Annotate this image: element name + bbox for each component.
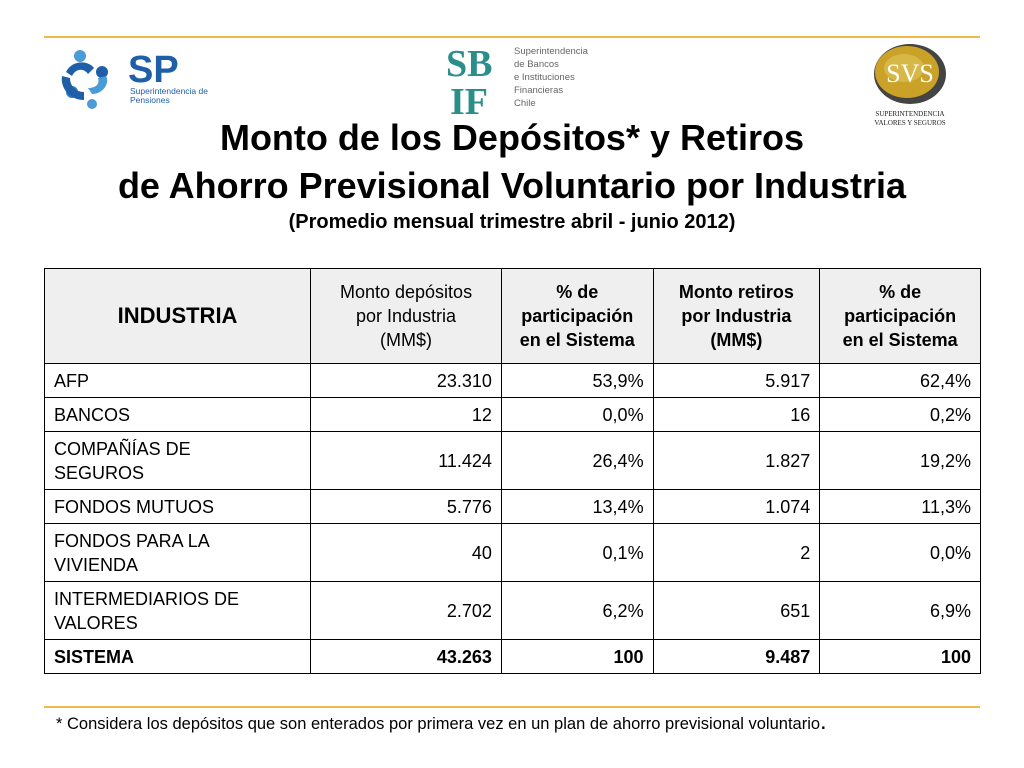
deposits-pct-value: 26,4% [500,431,654,490]
withdrawals-value: 16 [652,397,821,432]
sbif-line: de Bancos [514,59,559,70]
industry-name-line: VIVIENDA [54,554,139,575]
table-row: COMPAÑÍAS DE SEGUROS 11.424 26,4% 1.827 … [43,431,981,490]
table-total-row: SISTEMA 43.263 100 9.487 100 [43,639,981,674]
deposits-value: 11.424 [310,431,502,490]
page-title-line2: de Ahorro Previsional Voluntario por Ind… [117,165,907,206]
withdrawals-value: 1.074 [652,489,821,524]
total-withdrawals-pct: 100 [819,639,981,674]
header-deposits-pct-line: participación [521,306,634,326]
deposits-value: 40 [310,523,502,582]
header-deposits-pct-line: % de [556,282,599,302]
industry-name-line: FONDOS PARA LA [54,530,210,551]
industry-name: FONDOS PARA LA VIVIENDA [43,523,312,582]
svs-acronym: SVS [886,59,934,88]
deposits-pct-value: 6,2% [500,581,654,640]
table-row: FONDOS MUTUOS 5.776 13,4% 1.074 11,3% [43,489,981,524]
sp-line2: Pensiones [130,95,170,105]
svs-line2: VALORES Y SEGUROS [874,119,945,127]
withdrawals-pct-value: 62,4% [819,363,981,398]
withdrawals-value: 1.827 [652,431,821,490]
header-withdrawals-pct: % de participación en el Sistema [819,268,981,364]
footnote-end: . [820,708,827,735]
page-subtitle: (Promedio mensual trimestre abril - juni… [288,211,736,233]
table-row: INTERMEDIARIOS DE VALORES 2.702 6,2% 651… [43,581,981,640]
sp-acronym: SP [128,49,179,91]
footnote: * Considera los depósitos que son entera… [56,710,827,736]
table-header-row: INDUSTRIA Monto depósitos por Industria … [43,268,981,364]
industry-name: BANCOS [43,397,312,432]
sp-people-icon [61,50,108,109]
industry-name-line: VALORES [54,612,138,633]
industry-name-line: INTERMEDIARIOS DE [54,588,240,609]
header-withdrawals: Monto retiros por Industria (MM$) [652,268,821,364]
deposits-value: 12 [310,397,502,432]
withdrawals-value: 2 [652,523,821,582]
withdrawals-pct-value: 0,2% [819,397,981,432]
deposits-value: 23.310 [310,363,502,398]
deposits-pct-value: 53,9% [500,363,654,398]
sbif-acronym-bottom: IF [450,81,488,122]
deposits-pct-value: 0,1% [500,523,654,582]
header-deposits-pct: % de participación en el Sistema [500,268,654,364]
top-rule [44,36,980,38]
header-deposits: Monto depósitos por Industria (MM$) [310,268,502,364]
table-row: BANCOS 12 0,0% 16 0,2% [43,397,981,432]
deposits-value: 2.702 [310,581,502,640]
header-withdrawals-line: por Industria [681,306,792,326]
withdrawals-pct-value: 0,0% [819,523,981,582]
industry-name: INTERMEDIARIOS DE VALORES [43,581,312,640]
header-deposits-pct-line: en el Sistema [519,330,635,350]
withdrawals-pct-value: 6,9% [819,581,981,640]
svs-logo: SVS SUPERINTENDENCIA VALORES Y SEGUROS [874,44,946,127]
industry-name-line: SEGUROS [54,462,145,483]
table-row: AFP 23.310 53,9% 5.917 62,4% [43,363,981,398]
total-withdrawals: 9.487 [652,639,821,674]
withdrawals-value: 5.917 [652,363,821,398]
industry-name: AFP [43,363,312,398]
bottom-rule [44,706,980,708]
header-withdrawals-pct-line: en el Sistema [842,330,958,350]
industry-name: FONDOS MUTUOS [43,489,312,524]
deposits-pct-value: 0,0% [500,397,654,432]
header-withdrawals-pct-line: % de [879,282,922,302]
sbif-line: Financieras [514,85,563,96]
sp-line1: Superintendencia de [130,86,208,96]
withdrawals-pct-value: 11,3% [819,489,981,524]
header-deposits-line: (MM$) [380,330,433,350]
sbif-line: Chile [514,98,536,109]
total-deposits-pct: 100 [500,639,654,674]
header-withdrawals-line: (MM$) [710,330,763,350]
header-withdrawals-line: Monto retiros [678,282,794,302]
industry-name-line: COMPAÑÍAS DE [54,438,191,459]
sbif-logo: SB IF Superintendencia de Bancos e Insti… [446,43,589,122]
header-deposits-line: por Industria [356,306,457,326]
deposits-value: 5.776 [310,489,502,524]
sbif-line: e Instituciones [514,72,575,83]
header-withdrawals-pct-line: participación [844,306,957,326]
withdrawals-pct-value: 19,2% [819,431,981,490]
sp-logo: SP Superintendencia de Pensiones [61,49,208,109]
svs-line1: SUPERINTENDENCIA [875,110,944,118]
footnote-text: * Considera los depósitos que son entera… [56,715,821,733]
page-title-line1: Monto de los Depósitos* y Retiros [219,117,805,158]
industry-name: COMPAÑÍAS DE SEGUROS [43,431,312,490]
deposits-pct-value: 13,4% [500,489,654,524]
deposits-withdrawals-table: INDUSTRIA Monto depósitos por Industria … [43,268,981,674]
total-name: SISTEMA [43,639,312,674]
total-deposits: 43.263 [310,639,502,674]
table-row: FONDOS PARA LA VIVIENDA 40 0,1% 2 0,0% [43,523,981,582]
sbif-line: Superintendencia [514,46,589,57]
header-industry: INDUSTRIA [43,268,312,364]
sbif-acronym-top: SB [446,43,492,85]
withdrawals-value: 651 [652,581,821,640]
header-deposits-line: Monto depósitos [339,282,473,302]
